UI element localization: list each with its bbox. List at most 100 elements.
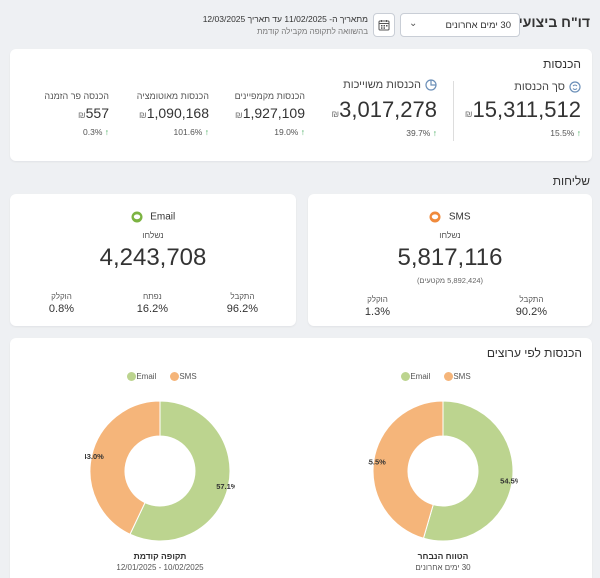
revenue-section-title: הכנסות — [543, 57, 581, 71]
legend-email-label: Email — [136, 372, 157, 381]
donut-slice-sms[interactable] — [89, 400, 161, 535]
legend-email-label: Email — [410, 372, 431, 381]
kpi-total-revenue-value: 15,311,512 — [472, 97, 581, 122]
kpi-attributed-revenue-value: 3,017,278 — [339, 97, 437, 122]
sms-card-title: SMS — [448, 211, 471, 223]
email-received: התקבל 96.2% — [227, 292, 258, 315]
pie-chart-icon — [425, 79, 437, 91]
email-chat-icon — [131, 211, 143, 223]
email-opened-value: 16.2% — [136, 303, 168, 315]
sms-clicked: הוקלק 1.3% — [365, 295, 390, 318]
chart-previous-title: תקופה קודמת — [133, 551, 187, 561]
chevron-down-icon: ⌄ — [409, 18, 418, 29]
donut-slice-email[interactable] — [129, 400, 231, 542]
legend-sms-swatch — [170, 372, 180, 381]
legend-email-swatch — [401, 372, 411, 381]
legend-sms[interactable]: SMS — [166, 372, 197, 381]
channels-card: הכנסות לפי ערוצים Email SMS 54.5% 45.5% ה… — [10, 338, 592, 578]
sms-received-label: התקבל — [519, 295, 544, 304]
kpi-automation-revenue: הכנסות מאוטומציה 1,090,168₪ ↑ 101.6% — [109, 91, 209, 141]
sms-received: התקבל 90.2% — [516, 295, 547, 318]
chart-current-subtitle: 30 ימים אחרונים — [415, 563, 471, 572]
kpi-campaign-revenue: הכנסות מקמפיינים 1,927,109₪ ↑ 19.0% — [205, 91, 305, 141]
divider — [453, 81, 454, 141]
legend-sms-label: SMS — [179, 372, 197, 381]
email-clicked: הוקלק 0.8% — [49, 292, 74, 315]
kpi-automation-revenue-label: הכנסות מאוטומציה — [136, 91, 209, 101]
email-card-title: Email — [150, 211, 176, 223]
email-opened: נפתח 16.2% — [137, 292, 168, 315]
date-range-text: מתאריך ה- 11/02/2025 עד תאריך 12/03/2025 — [202, 14, 368, 24]
chart-current-title: הטווח הנבחר — [417, 551, 469, 561]
sms-received-value: 90.2% — [515, 306, 547, 318]
donut-slice-label: 54.5% — [500, 477, 518, 486]
email-received-value: 96.2% — [226, 303, 258, 315]
kpi-automation-revenue-change: 101.6% — [173, 127, 203, 137]
donut-slice-label: 45.5% — [368, 457, 386, 466]
email-sent-label: נשלחו — [142, 230, 164, 240]
legend-email[interactable]: Email — [397, 372, 430, 381]
kpi-attributed-revenue-label: הכנסות משוייכות — [343, 79, 421, 91]
sms-card: SMS נשלחו 5,817,116 (5,892,424 מקטעים) ה… — [308, 194, 592, 326]
email-opened-label: נפתח — [143, 292, 162, 301]
kpi-attributed-revenue: הכנסות משוייכות 3,017,278₪ ↑ 39.7% — [297, 79, 437, 141]
kpi-total-revenue-label: סך הכנסות — [514, 81, 565, 93]
email-card: Email נשלחו 4,243,708 התקבל 96.2% נפתח 1… — [10, 194, 296, 326]
kpi-total-revenue-change: 15.5% — [550, 128, 575, 138]
kpi-attributed-revenue-change: 39.7% — [406, 128, 431, 138]
email-received-label: התקבל — [230, 292, 255, 301]
kpi-total-revenue: סך הכנסות 15,311,512₪ ↑ 15.5% — [451, 81, 581, 141]
sms-clicked-label: הוקלק — [367, 295, 388, 304]
legend-email[interactable]: Email — [123, 372, 156, 381]
arrow-up-icon: ↑ — [432, 128, 437, 138]
legend-sms-swatch — [444, 372, 454, 381]
currency-symbol: ₪ — [235, 110, 243, 120]
email-sent-value: 4,243,708 — [99, 244, 207, 271]
donut-chart-previous: 57.1% 43.0% — [85, 400, 235, 542]
donut-chart-current: 54.5% 45.5% — [368, 400, 518, 542]
arrow-up-icon: ↑ — [104, 127, 109, 137]
currency-symbol: ₪ — [77, 110, 86, 120]
kpi-campaign-revenue-value: 1,927,109 — [242, 105, 305, 121]
kpi-revenue-per-order: הכנסה פר הזמנה 557₪ ↑ 0.3% — [19, 91, 109, 141]
calendar-icon — [378, 20, 390, 31]
arrow-up-icon: ↑ — [204, 127, 209, 137]
currency-symbol: ₪ — [331, 109, 340, 119]
chart-previous-subtitle: 12/01/2025 - 10/02/2025 — [116, 563, 204, 572]
kpi-revenue-per-order-value: 557 — [85, 105, 109, 121]
sends-section-title: שליחות — [552, 174, 590, 188]
sms-chat-icon — [429, 211, 441, 223]
coins-icon — [569, 81, 581, 93]
donut-slice-sms[interactable] — [372, 400, 444, 539]
arrow-up-icon: ↑ — [576, 128, 581, 138]
legend-sms-label: SMS — [453, 372, 471, 381]
arrow-up-icon: ↑ — [300, 127, 305, 137]
email-clicked-value: 0.8% — [48, 303, 74, 315]
sms-sent-label: נשלחו — [439, 230, 461, 240]
sms-clicked-value: 1.3% — [364, 306, 390, 318]
currency-symbol: ₪ — [464, 109, 473, 119]
donut-slice-label: 57.1% — [216, 482, 235, 491]
comparison-text: בהשוואה לתקופה מקבילה קודמת — [257, 27, 368, 36]
legend-previous: Email SMS — [120, 372, 200, 381]
donut-slice-email[interactable] — [422, 400, 514, 542]
channels-section-title: הכנסות לפי ערוצים — [486, 346, 582, 360]
revenue-card: הכנסות סך הכנסות 15,311,512₪ ↑ 15.5% הכנ… — [10, 49, 592, 161]
kpi-campaign-revenue-change: 19.0% — [274, 127, 299, 137]
date-range-select-value: 30 ימים אחרונים — [445, 20, 511, 31]
legend-sms[interactable]: SMS — [440, 372, 471, 381]
date-range-select[interactable]: 30 ימים אחרונים ⌄ — [400, 13, 520, 37]
sms-segments: (5,892,424 מקטעים) — [416, 276, 484, 285]
calendar-button[interactable] — [373, 13, 395, 37]
currency-symbol: ₪ — [139, 110, 147, 120]
legend-current: Email SMS — [394, 372, 474, 381]
sms-sent-value: 5,817,116 — [397, 244, 503, 271]
legend-email-swatch — [127, 372, 137, 381]
email-clicked-label: הוקלק — [51, 292, 72, 301]
page-title: דו"ח ביצועים — [508, 14, 590, 30]
kpi-campaign-revenue-label: הכנסות מקמפיינים — [234, 91, 305, 101]
donut-slice-label: 43.0% — [85, 452, 104, 461]
kpi-revenue-per-order-change: 0.3% — [83, 127, 103, 137]
kpi-revenue-per-order-label: הכנסה פר הזמנה — [44, 91, 109, 101]
kpi-automation-revenue-value: 1,090,168 — [146, 105, 209, 121]
